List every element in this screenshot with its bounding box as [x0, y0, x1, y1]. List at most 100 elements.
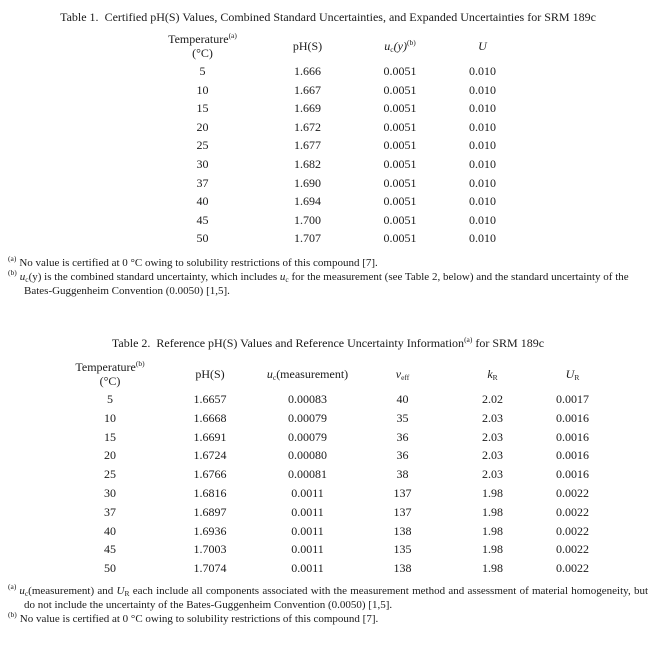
footnote-a-marker: (a)	[8, 582, 17, 591]
table-cell: 0.00080	[288, 448, 327, 463]
table-cell: 20	[104, 448, 116, 463]
table-cell: 15	[196, 101, 209, 116]
table-cell: 0.00079	[288, 429, 327, 444]
table-row: 50 1.7074 0.0011 138 1.98 0.0022	[60, 559, 610, 578]
table2-title-label: Table 2.	[111, 336, 151, 350]
table-row: 45 1.7003 0.0011 135 1.98 0.0022	[60, 540, 610, 559]
temperature-label: Temperature	[75, 360, 136, 374]
expanded-u-symbol: U	[478, 39, 487, 53]
table-row: 20 1.672 0.0051 0.010	[145, 118, 520, 137]
table-cell: 0.0016	[556, 467, 589, 482]
table-cell: 0.0022	[556, 504, 589, 519]
table-cell: 0.010	[469, 119, 496, 134]
table1-header-temperature: Temperature(a) (°C)	[145, 30, 260, 62]
table-row: 15 1.6691 0.00079 36 2.03 0.0016	[60, 428, 610, 447]
table-cell: 38	[396, 467, 409, 482]
table-cell: 0.0011	[291, 523, 324, 538]
table2-header-nu-eff: νeff	[355, 358, 450, 390]
table-cell: 1.700	[294, 212, 321, 227]
table-cell: 0.0051	[383, 231, 417, 246]
table-cell: 1.98	[482, 542, 503, 557]
table1-title: Table 1. Certified pH(S) Values, Combined…	[0, 10, 656, 25]
table-row: 45 1.700 0.0051 0.010	[145, 211, 520, 230]
uc-subscript: c	[25, 275, 29, 285]
temperature-label: Temperature	[168, 32, 229, 46]
uc-argument: (measurement)	[276, 367, 349, 381]
table-cell: 0.0051	[383, 82, 417, 97]
table-cell: 0.010	[469, 82, 496, 97]
ur-symbol: U	[116, 585, 125, 597]
table-row: 5 1.666 0.0051 0.010	[145, 62, 520, 81]
footnote-b-text: No value is certified at 0 °C owing to s…	[19, 613, 379, 626]
table2-footnotes: (a) uc(measurement) and UR each include a…	[8, 582, 648, 627]
table-row: 15 1.669 0.0051 0.010	[145, 99, 520, 118]
uc-symbol: u	[266, 367, 273, 381]
table-cell: 1.6724	[193, 448, 227, 463]
table-cell: 2.03	[482, 467, 503, 482]
footnote-a-marker: (a)	[8, 254, 17, 263]
footnote-a-text: No value is certified at 0 °C owing to s…	[19, 257, 378, 269]
table-cell: 0.00081	[288, 467, 327, 482]
table-cell: 0.0011	[291, 561, 324, 576]
table2-body: 5 1.6657 0.00083 40 2.02 0.0017 10 1.6668 0.0007…	[60, 390, 610, 578]
nu-subscript: eff	[401, 373, 410, 382]
table-cell: 1.98	[482, 561, 503, 576]
table-cell: 0.0011	[291, 504, 324, 519]
table-cell: 0.0011	[291, 542, 324, 557]
footnote-a-text-1: (measurement) and	[28, 585, 117, 597]
table-cell: 1.677	[294, 138, 321, 153]
ur-symbol: U	[565, 367, 575, 381]
table-cell: 10	[104, 410, 116, 425]
table-row: 10 1.6668 0.00079 35 2.03 0.0016	[60, 409, 610, 428]
table-cell: 135	[393, 542, 412, 557]
table-cell: 30	[196, 156, 209, 171]
table2-title-footnote-ref: (a)	[464, 335, 473, 344]
table-cell: 25	[104, 467, 116, 482]
table-cell: 0.0051	[383, 175, 417, 190]
table-cell: 15	[104, 429, 116, 444]
table-cell: 5	[199, 64, 206, 78]
table-cell: 2.02	[482, 392, 503, 406]
table-cell: 50	[104, 561, 116, 576]
table-cell: 30	[104, 485, 116, 500]
table1-footnote-a: (a) No value is certified at 0 °C owing t…	[8, 254, 648, 270]
table1-title-label: Table 1.	[60, 10, 99, 24]
table-cell: 1.6897	[193, 504, 227, 519]
table-cell: 1.6691	[193, 429, 227, 444]
table-cell: 0.010	[469, 156, 496, 171]
table-cell: 0.00083	[288, 392, 327, 406]
table-cell: 0.010	[469, 231, 496, 246]
uc-subscript: c	[390, 45, 394, 54]
temperature-unit: (°C)	[99, 374, 121, 388]
table-cell: 1.98	[482, 504, 503, 519]
table-cell: 1.682	[294, 156, 321, 171]
table-cell: 20	[196, 119, 209, 134]
table-row: 37 1.690 0.0051 0.010	[145, 174, 520, 193]
table-row: 20 1.6724 0.00080 36 2.03 0.0016	[60, 446, 610, 465]
table-cell: 137	[393, 504, 412, 519]
table-cell: 45	[196, 212, 209, 227]
table-cell: 1.694	[294, 194, 321, 209]
table-cell: 138	[393, 523, 412, 538]
table-cell: 10	[196, 82, 209, 97]
table-cell: 2.03	[482, 448, 503, 463]
footnote-b-marker: (b)	[8, 268, 17, 278]
table-cell: 1.6668	[193, 410, 227, 425]
temperature-footnote-ref: (a)	[228, 31, 237, 40]
table2-title-text-1: Reference pH(S) Values and Reference Unc…	[156, 336, 465, 350]
table-cell: 2.03	[482, 429, 503, 444]
table-row: 25 1.677 0.0051 0.010	[145, 136, 520, 155]
table-cell: 0.0016	[556, 429, 589, 444]
footnote-b-text-1: (y) is the combined standard uncertainty…	[28, 271, 280, 284]
table1: Temperature(a) (°C) pH(S) uc(y)(b) U 5 1.…	[145, 30, 520, 248]
ur-subscript: R	[124, 589, 130, 598]
table-row: 40 1.6936 0.0011 138 1.98 0.0022	[60, 522, 610, 541]
table-cell: 0.0051	[383, 156, 417, 171]
table-cell: 36	[396, 429, 409, 444]
table2-title-text-2: for SRM 189c	[472, 336, 545, 350]
table-cell: 0.0016	[556, 410, 589, 425]
table-cell: 1.6657	[193, 392, 227, 406]
table2-title: Table 2. Reference pH(S) Values and Refer…	[0, 336, 656, 351]
table2-header-temperature: Temperature(b) (°C)	[60, 358, 160, 390]
table-cell: 0.010	[469, 175, 496, 190]
